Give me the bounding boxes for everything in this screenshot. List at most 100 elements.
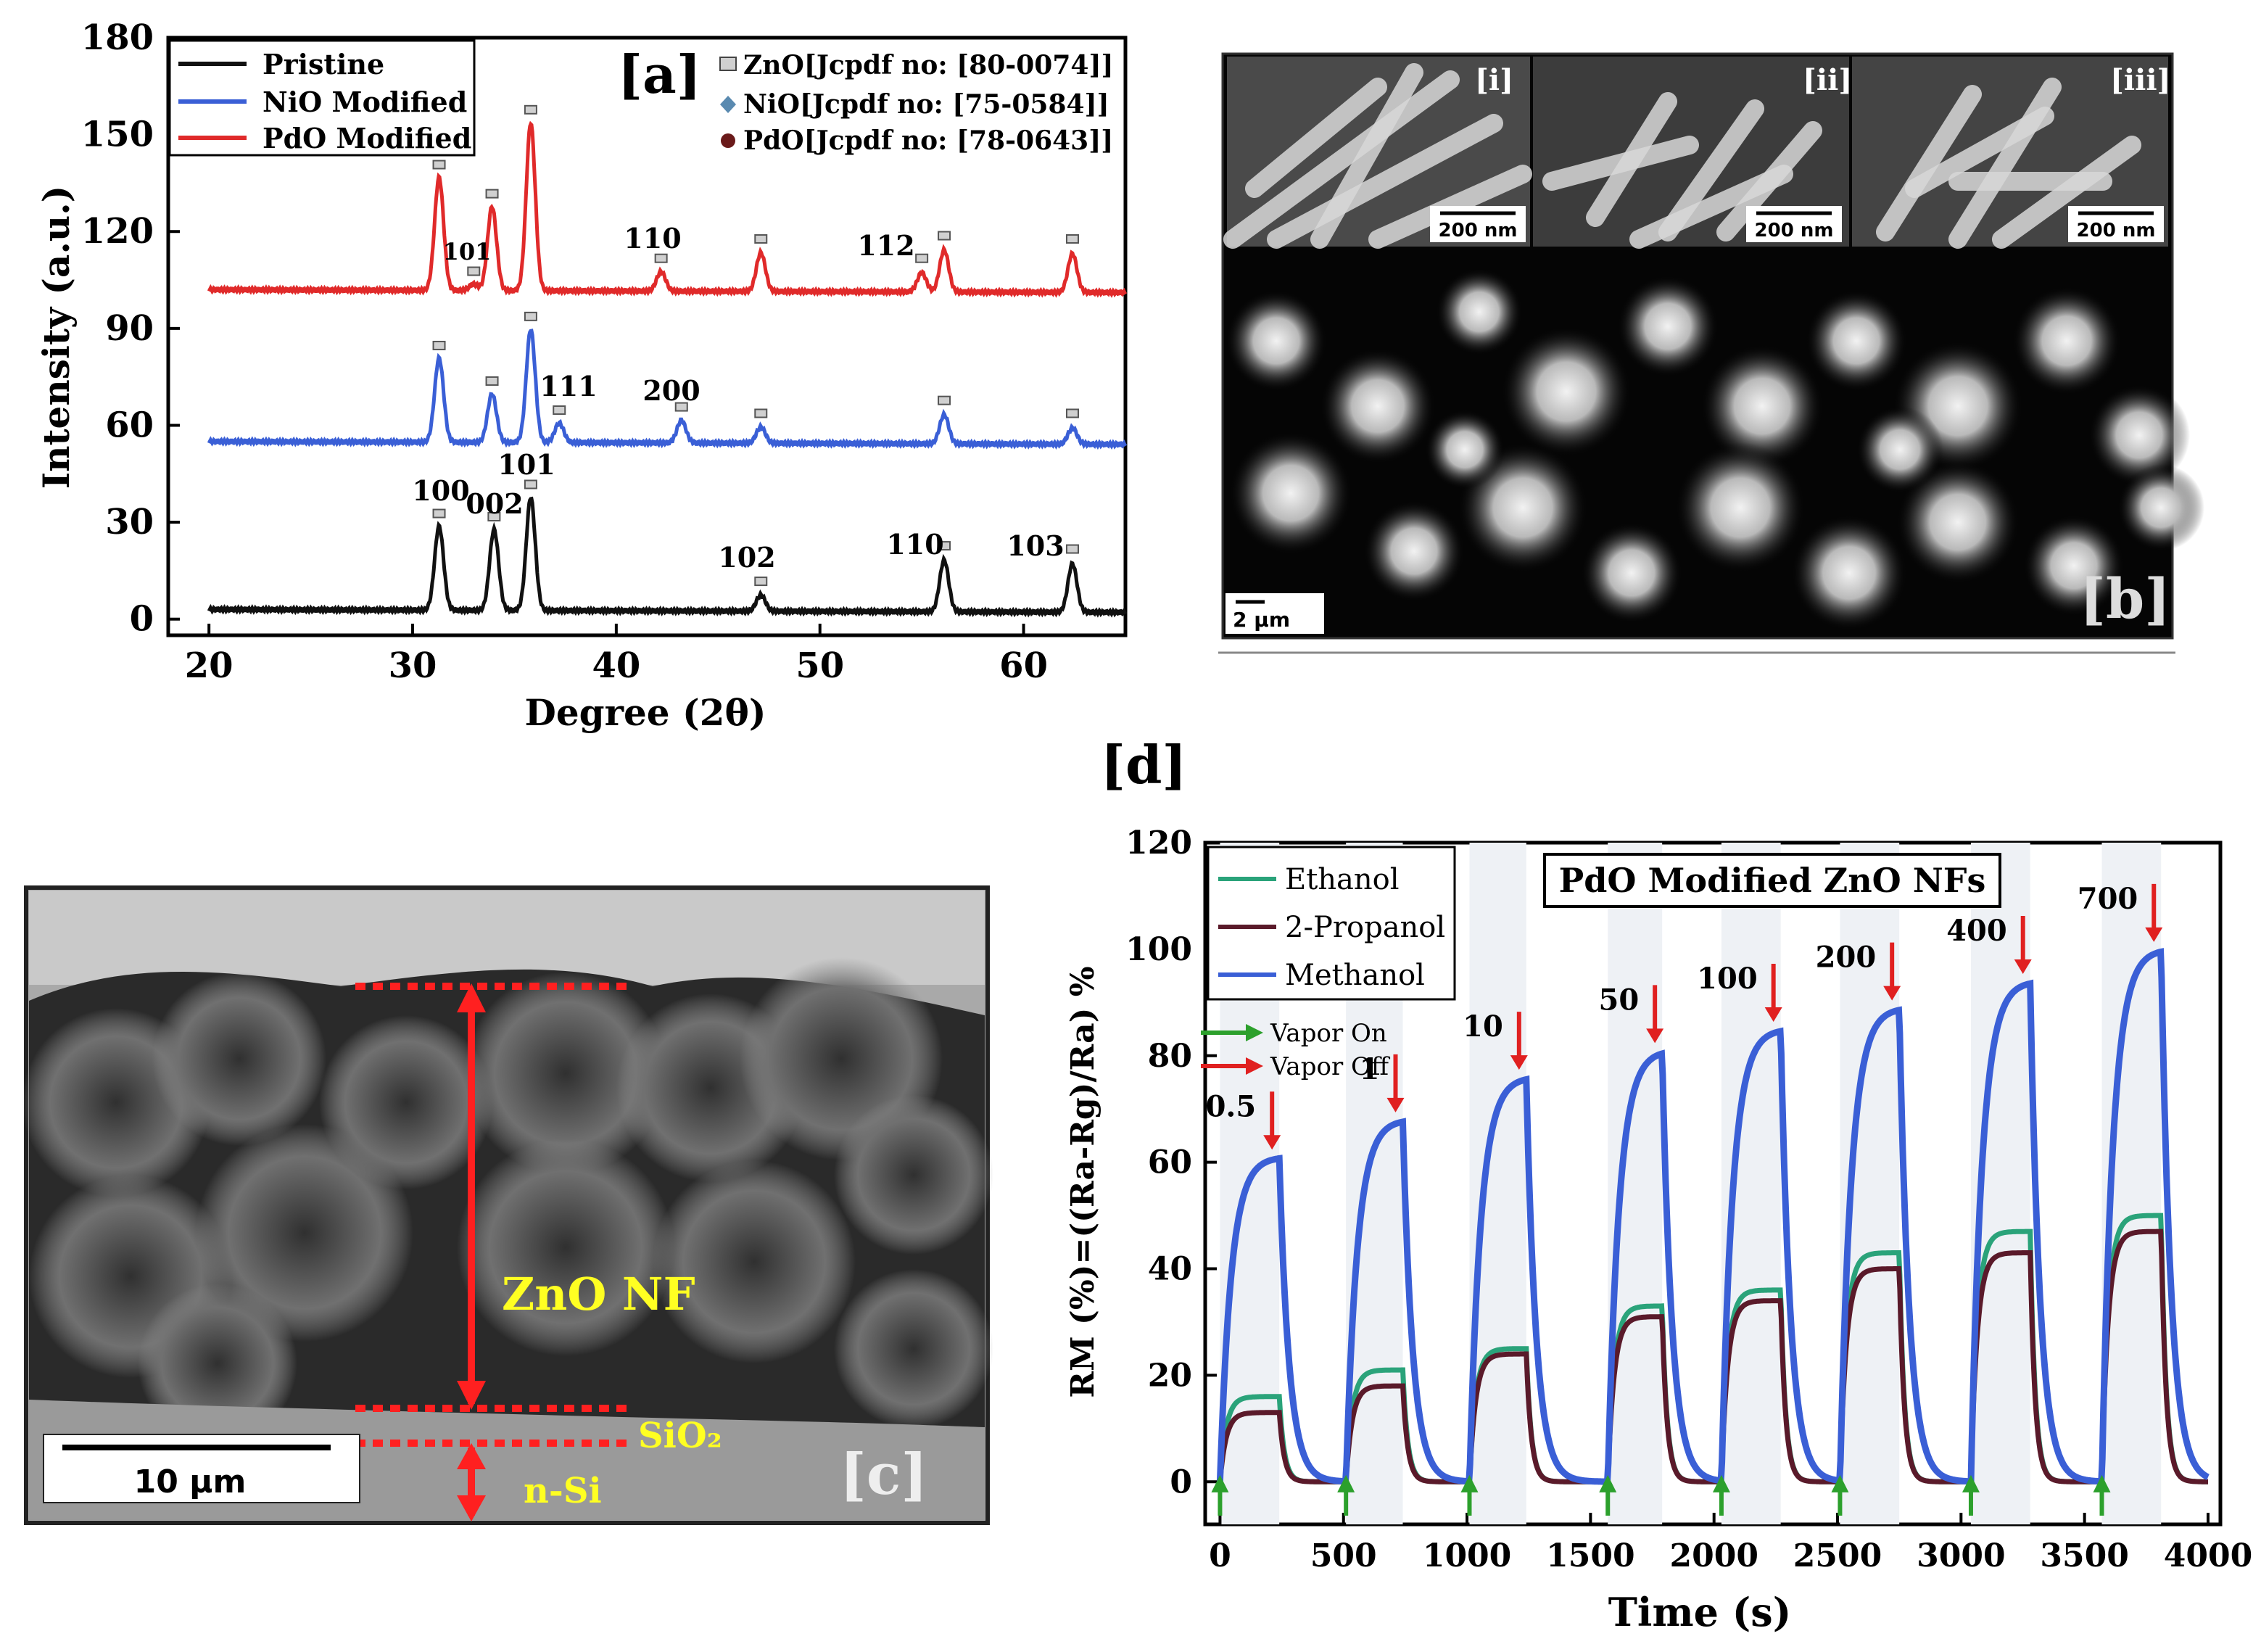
vapor-off-arrow-head [2145, 927, 2163, 942]
peak-label-200: 200 [642, 374, 700, 407]
legend-ethanol-label: Ethanol [1285, 863, 1400, 896]
panel-d-response: [d] 0 500 1000 1500 2000 2500 3000 3500 4000 0 20 4… [1065, 734, 2252, 1635]
cs-nanourchin [196, 1124, 413, 1342]
inset-nanorod [1310, 63, 1423, 249]
xrd-x-tick-label: 40 [592, 645, 640, 686]
concentration-label: 400 [1946, 914, 2007, 948]
sem-nanoflower [2117, 464, 2204, 551]
zno-arrow-head-top [457, 983, 486, 1012]
xrd-y-tick-label: 60 [105, 405, 154, 445]
vapor-on-arrow-head [1460, 1474, 1479, 1492]
legend-propanol-label: 2-Propanol [1285, 911, 1445, 944]
sem-nanoflower [2012, 286, 2121, 395]
xrd-peak-marker [485, 189, 499, 199]
vapor-off-arrow-head [1246, 1057, 1263, 1075]
vapor-off-arrow-head [1646, 1028, 1664, 1044]
xrd-peak-marker [915, 253, 929, 263]
xrd-plot-frame [166, 36, 1128, 637]
legend-methanol-label: Methanol [1285, 959, 1425, 992]
ref-nio-diamond-icon [720, 96, 736, 113]
xrd-peak-markers [432, 104, 1079, 587]
sem-nanoflower [1856, 406, 1943, 493]
sem-nanoflower [1896, 461, 2020, 584]
response-series [1216, 948, 2210, 1487]
response-x-tick-label: 3500 [2040, 1537, 2128, 1574]
sem-scale-box [1225, 593, 1324, 634]
ref-pdo-dot-icon [721, 133, 735, 148]
xrd-peak-marker [487, 512, 501, 522]
xrd-peak-marker [938, 231, 951, 241]
peak-label-pdo-112: 112 [857, 229, 914, 262]
panel-c-cross-section: ZnO NF SiO₂ n-Si 10 µm [c] [22, 885, 993, 1525]
sem-nanoflower [1225, 290, 1327, 392]
xrd-x-tick-label: 50 [795, 645, 844, 686]
ref-zno-label: ZnO[Jcpdf no: [80-0074]] [743, 50, 1114, 80]
response-x-axis-label: Time (s) [1608, 1589, 1792, 1635]
xrd-peak-marker [938, 395, 951, 405]
xrd-y-tick-label: 0 [130, 599, 154, 640]
panel-a-xrd: 20 30 40 50 60 0 30 60 90 120 150 180 Degree (2θ) I… [35, 17, 1128, 734]
peak-label-111: 111 [540, 370, 597, 402]
legend-pristine-label: Pristine [263, 48, 384, 80]
concentration-label: 100 [1697, 962, 1758, 996]
vapor-on-arrow-head [1712, 1474, 1730, 1492]
vapor-off-arrow-head [1510, 1055, 1528, 1070]
ref-nio-label: NiO[Jcpdf no: [75-0584]] [743, 89, 1109, 120]
ref-pdo-label: PdO[Jcpdf no: [78-0643]] [743, 125, 1113, 156]
xrd-x-tick-label: 60 [999, 645, 1048, 686]
xrd-line-pristine [207, 496, 1128, 618]
response-y-axis-label: RM (%)=((Ra-Rg)/Ra) % [1065, 966, 1101, 1397]
vapor-on-arrow-head [1962, 1474, 1980, 1492]
vapor-off-arrow-head [1883, 986, 1901, 1001]
cs-nanourchin [464, 972, 667, 1175]
xrd-x-axis-label: Degree (2θ) [525, 691, 766, 734]
cs-nanourchin [138, 1284, 297, 1443]
response-y-tick-label: 120 [1125, 825, 1192, 862]
legend-pdo-label: PdO Modified [263, 122, 471, 154]
xrd-peak-marker [432, 160, 446, 170]
response-x-tick-label: 4000 [2164, 1537, 2252, 1574]
xrd-y-axis-label: Intensity (a.u.) [35, 186, 78, 490]
inset-nanorod [1223, 70, 1460, 249]
vapor-exposure-band [1608, 843, 1663, 1524]
sem-nanoflower [1581, 522, 1682, 624]
response-x-tick-label: 0 [1209, 1537, 1231, 1574]
vapor-off-label: Vapor Off [1270, 1052, 1391, 1081]
xrd-peak-marker [553, 405, 566, 416]
inset-nanorod [1245, 78, 1387, 198]
cs-nanourchins [22, 957, 993, 1443]
inset-nanorod [1905, 107, 2054, 198]
sem-nanoflower [1436, 268, 1523, 355]
vapor-arrows: 0.5 1 10 50 100 200 400 700 [1206, 882, 2163, 1516]
response-axis-ticks: 0 500 1000 1500 2000 2500 3000 3500 4000 0 20 40 60 8… [1125, 825, 2252, 1574]
sio2-label: SiO₂ [638, 1416, 722, 1456]
response-x-tick-label: 1000 [1423, 1537, 1511, 1574]
xrd-peak-marker [524, 479, 537, 490]
cs-scale-label: 10 µm [134, 1463, 247, 1500]
xrd-peak-marker [1065, 544, 1079, 554]
peak-label-pdo-110: 110 [624, 222, 681, 255]
xrd-peak-marker [754, 577, 768, 587]
sem-nanoflower [1501, 326, 1632, 457]
xrd-peak-marker [1065, 408, 1079, 418]
inset-nanorod [1267, 114, 1503, 249]
sem-nanoflower [1700, 344, 1824, 468]
panel-a-tag: [a] [618, 44, 701, 105]
xrd-line-pdo-modified [207, 120, 1128, 298]
vapor-on-label: Vapor On [1270, 1019, 1387, 1048]
response-x-tick-label: 1500 [1546, 1537, 1634, 1574]
vapor-exposure-band [1469, 843, 1526, 1524]
xrd-peak-marker [754, 234, 768, 244]
panel-b-sem: [i] [ii] [iii] 200 nm 200 nm 200 nm 2 µm… [1218, 52, 2204, 654]
response-x-tick-label: 500 [1310, 1537, 1377, 1574]
response-x-tick-label: 2500 [1793, 1537, 1882, 1574]
vapor-off-arrow-head [2014, 959, 2032, 974]
vapor-on-arrow-head [1337, 1474, 1355, 1492]
cs-nanourchin [834, 1269, 993, 1429]
vapor-on-arrow-head [2093, 1474, 2111, 1492]
xrd-axis-ticks: 20 30 40 50 60 0 30 60 90 120 150 180 [81, 17, 1048, 686]
xrd-peak-marker [1065, 234, 1079, 244]
inset-ii-scale-label: 200 nm [1755, 220, 1834, 241]
xrd-series [207, 120, 1128, 618]
xrd-peak-marker [524, 104, 537, 115]
